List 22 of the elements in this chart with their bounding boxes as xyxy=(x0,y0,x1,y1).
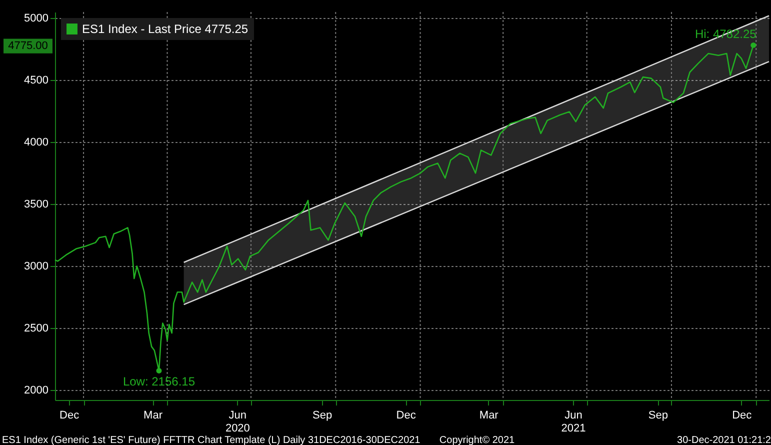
x-tick-label: Sep xyxy=(312,410,332,422)
y-tick-label: 4500 xyxy=(24,74,48,87)
y-tick-label: 2000 xyxy=(24,384,48,397)
text: ES1 Index (Generic 1st 'ES' Future) FFTTR Chart Template (L) Daily 31DEC2016-30DEC2021 xyxy=(2,435,421,445)
text: 30-Dec-2021 01:21:2 xyxy=(677,435,771,445)
x-tick-label: Dec xyxy=(60,410,80,422)
x-tick-label: Jun 2020 xyxy=(225,410,250,434)
y-tick-label: 4000 xyxy=(24,136,48,149)
x-tick-label: Sep xyxy=(648,410,668,422)
x-tick-label: Jun 2021 xyxy=(561,410,586,434)
x-tick-label: Dec xyxy=(732,410,752,422)
y-tick-label: 3000 xyxy=(24,260,48,273)
x-tick-label: Mar xyxy=(144,410,163,422)
annotation: Low: 2156.15 xyxy=(122,374,196,389)
y-tick-label: 4775.00 xyxy=(8,40,48,52)
text: Copyright© 2021 xyxy=(439,435,516,445)
x-tick-label: Dec xyxy=(396,410,416,422)
y-tick-label: 5000 xyxy=(24,12,48,25)
x-tick-label: Mar xyxy=(479,410,499,422)
legend-label: ES1 Index - Last Price 4775.25 xyxy=(82,22,248,36)
y-tick-label: 3500 xyxy=(24,198,48,211)
y-tick-label: 2500 xyxy=(24,322,48,335)
